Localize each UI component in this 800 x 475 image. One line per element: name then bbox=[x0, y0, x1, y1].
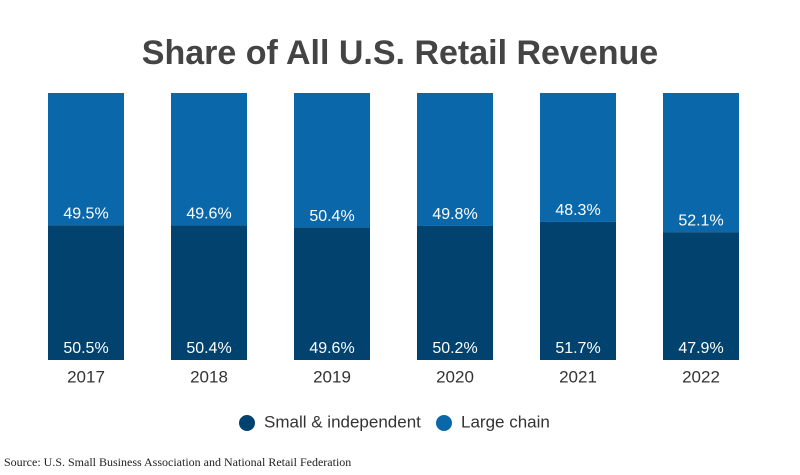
bar-segment bbox=[48, 225, 124, 360]
value-label: 52.1% bbox=[678, 212, 723, 229]
value-label: 51.7% bbox=[555, 340, 600, 357]
value-label: 49.5% bbox=[63, 205, 108, 222]
value-label: 50.5% bbox=[63, 340, 108, 357]
bar-segment bbox=[417, 93, 493, 226]
legend-swatch bbox=[436, 415, 452, 431]
value-label: 50.2% bbox=[432, 340, 477, 357]
value-label: 50.4% bbox=[186, 340, 231, 357]
value-label: 47.9% bbox=[678, 340, 723, 357]
bar-segment bbox=[663, 93, 739, 233]
value-label: 49.6% bbox=[186, 206, 231, 223]
bar-segment bbox=[417, 225, 493, 360]
source: Source: U.S. Small Business Association … bbox=[4, 455, 351, 469]
x-tick-label: 2018 bbox=[190, 367, 228, 386]
x-tick-label: 2019 bbox=[313, 367, 351, 386]
x-tick-label: 2020 bbox=[436, 367, 474, 386]
value-label: 50.4% bbox=[309, 208, 354, 225]
value-label: 49.6% bbox=[309, 340, 354, 357]
x-tick-label: 2021 bbox=[559, 367, 597, 386]
chart-title: Share of All U.S. Retail Revenue bbox=[142, 34, 658, 72]
legend-label: Large chain bbox=[461, 412, 550, 431]
value-label: 49.8% bbox=[432, 206, 477, 223]
bar-segment bbox=[48, 93, 124, 226]
bar-segment bbox=[171, 93, 247, 226]
value-label: 48.3% bbox=[555, 202, 600, 219]
legend-swatch bbox=[239, 415, 255, 431]
bar-segment bbox=[540, 93, 616, 222]
bar-segment bbox=[294, 93, 370, 228]
x-tick-label: 2017 bbox=[67, 367, 105, 386]
bar-segment bbox=[663, 232, 739, 360]
x-tick-label: 2022 bbox=[682, 367, 720, 386]
bar-segment bbox=[171, 225, 247, 360]
bar-segment bbox=[540, 221, 616, 360]
bar-segment bbox=[294, 227, 370, 360]
legend-label: Small & independent bbox=[264, 412, 421, 431]
